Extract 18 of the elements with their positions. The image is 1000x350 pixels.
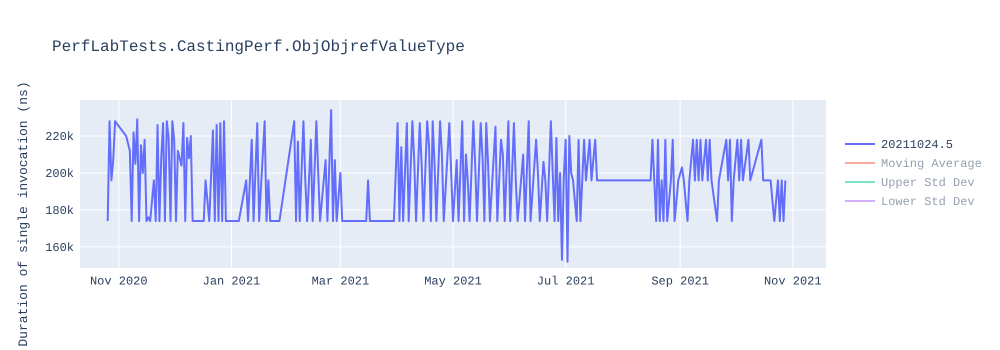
legend-label: Upper Std Dev — [881, 176, 975, 190]
x-tick-label: Mar 2021 — [312, 274, 370, 289]
x-tick-label: Nov 2021 — [764, 274, 822, 289]
x-tick-label: Jul 2021 — [536, 274, 594, 289]
x-tick-label: Jan 2021 — [202, 274, 260, 289]
y-tick-label: 200k — [45, 166, 74, 181]
x-tick-label: May 2021 — [424, 274, 482, 289]
x-tick-label: Nov 2020 — [90, 274, 148, 289]
legend-label: 20211024.5 — [881, 138, 954, 152]
x-tick-label: Sep 2021 — [651, 274, 709, 289]
legend-label: Lower Std Dev — [881, 195, 975, 209]
y-tick-label: 180k — [45, 204, 74, 218]
line-series — [106, 109, 786, 263]
legend-label: Moving Average — [881, 157, 982, 171]
y-tick-label: 160k — [45, 240, 74, 255]
y-tick-label: 220k — [45, 130, 74, 144]
y-axis-title: Duration of single invocation (ns) — [16, 81, 31, 347]
chart-title: PerfLabTests.CastingPerf.ObjObjrefValueType — [52, 38, 465, 56]
